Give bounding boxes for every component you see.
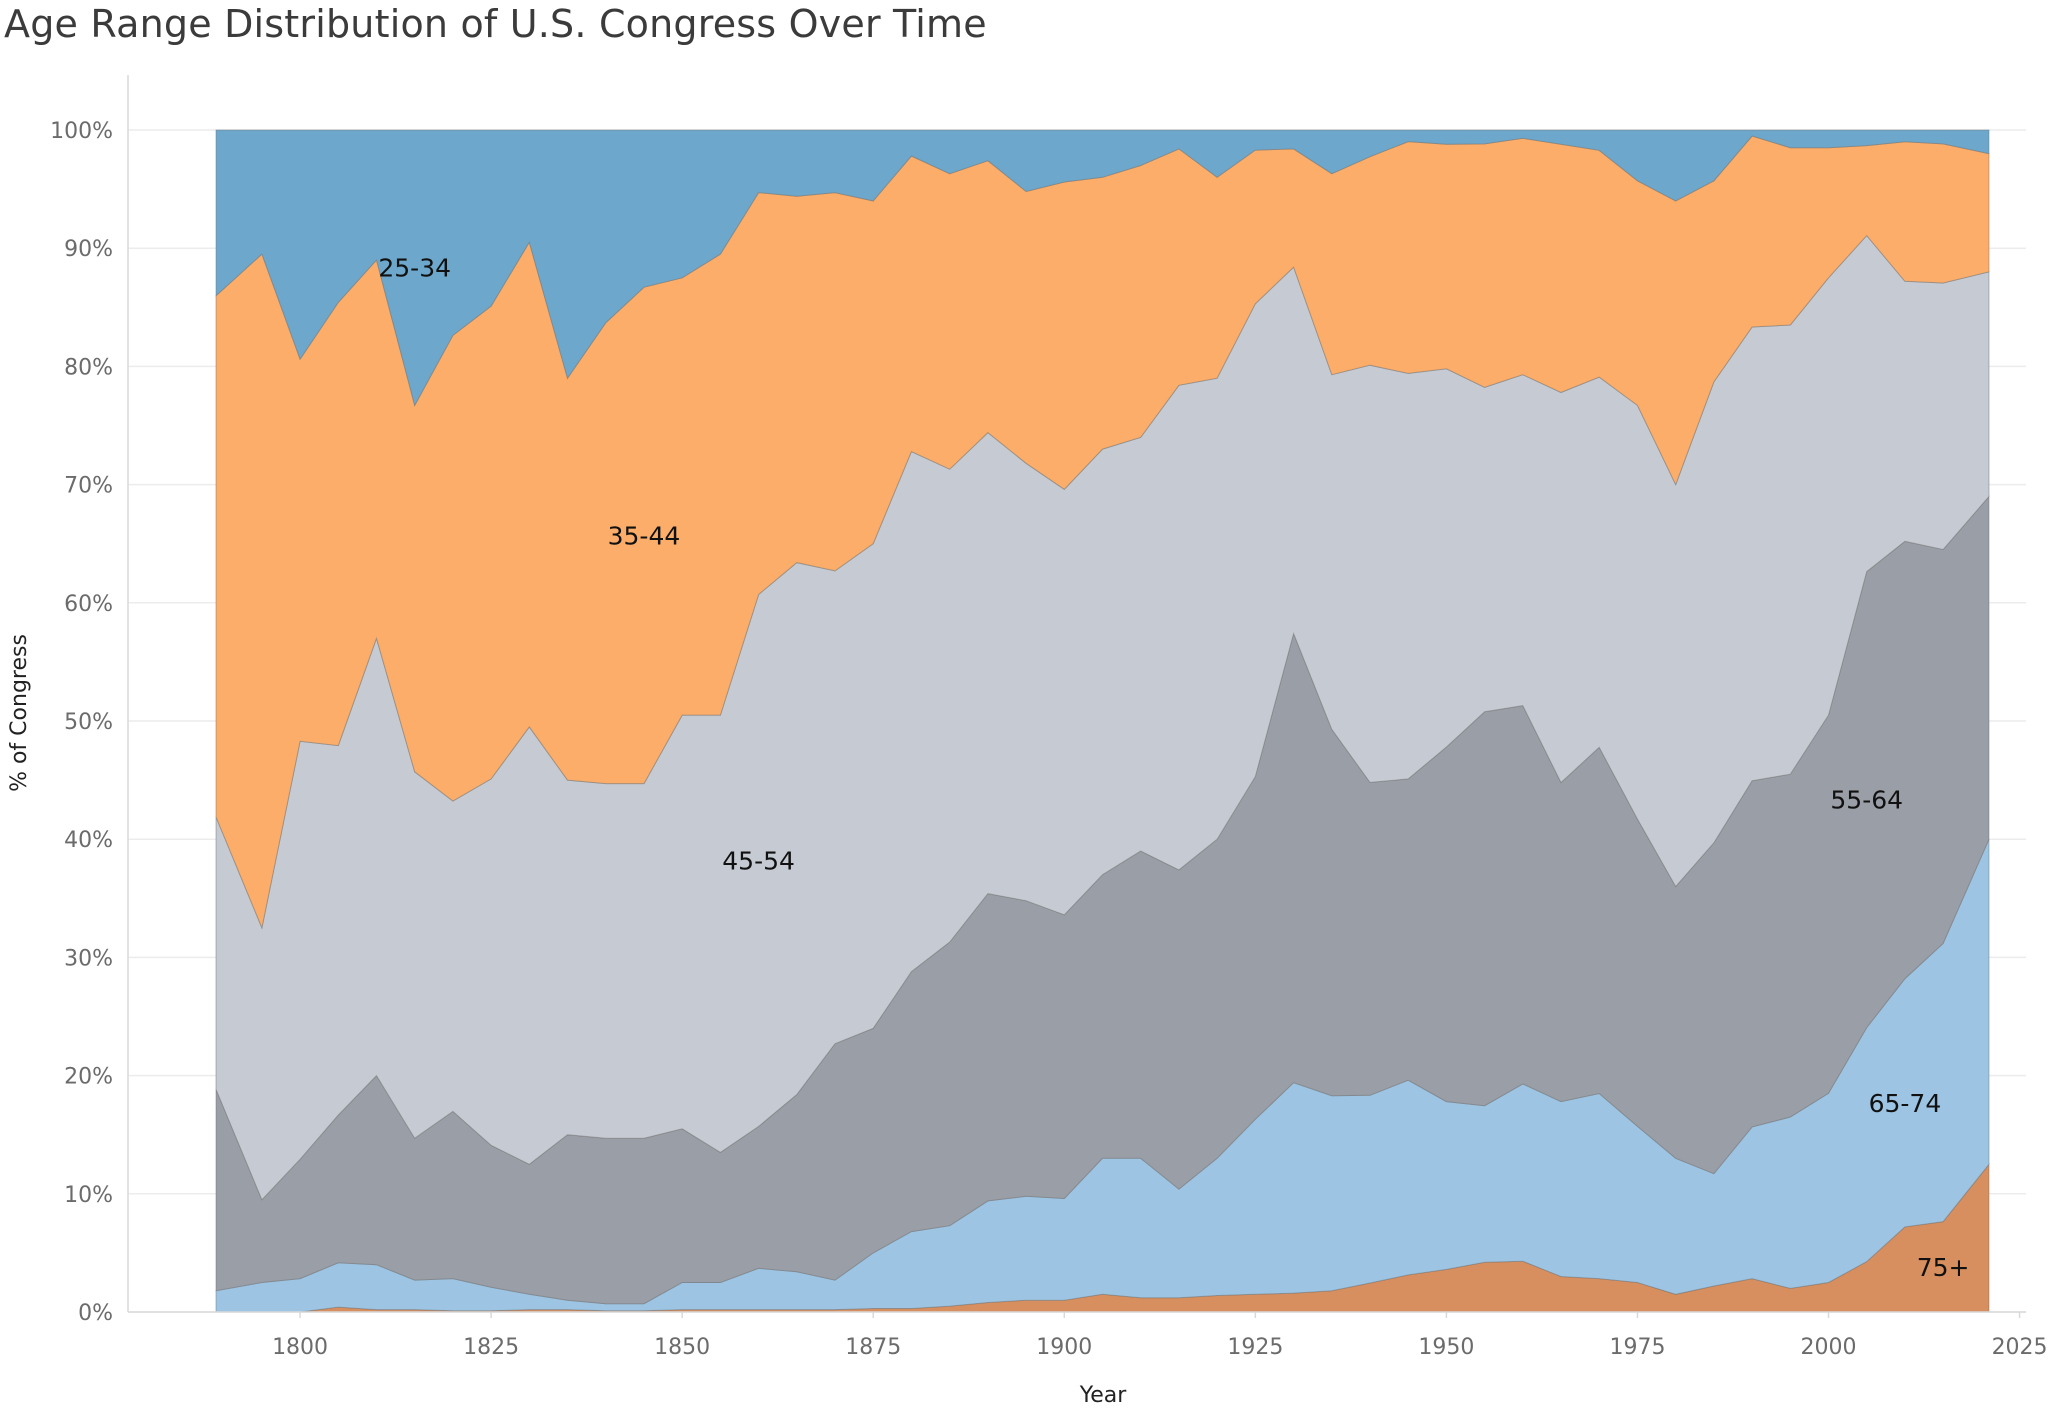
x-tick-label: 2025 (1992, 1335, 2048, 1360)
series-label: 35-44 (608, 521, 681, 550)
y-tick-label: 90% (64, 237, 113, 262)
x-tick-label: 1800 (272, 1335, 328, 1360)
y-tick-label: 10% (64, 1183, 113, 1208)
y-tick-label: 100% (50, 119, 113, 144)
series-label: 75+ (1917, 1253, 1970, 1282)
series-label: 25-34 (378, 254, 451, 283)
area-series-45-54 (215, 234, 1990, 1201)
area-series-65-74 (215, 838, 1990, 1313)
axes (127, 75, 2026, 1313)
x-tick-label: 1825 (463, 1335, 519, 1360)
x-tick-label: 1850 (654, 1335, 710, 1360)
x-tick-label: 1900 (1036, 1335, 1092, 1360)
x-tick-labels: 1800 1825 1850 1875 1900 1925 1950 1975 2000 2025 (272, 1312, 2048, 1360)
y-tick-label: 20% (64, 1065, 113, 1090)
y-tick-label: 30% (64, 946, 113, 971)
x-axis-title: Year (1079, 1383, 1128, 1408)
series-label: 55-64 (1830, 786, 1903, 815)
y-tick-label: 70% (64, 474, 113, 499)
x-tick-label: 1925 (1227, 1335, 1283, 1360)
series-labels: 75+ 65-74 55-64 45-54 35-44 25-34 (378, 254, 1969, 1282)
x-tick-label: 1875 (845, 1335, 901, 1360)
y-tick-label: 40% (64, 828, 113, 853)
y-tick-labels: 0% 10% 20% 30% 40% 50% 60% 70% 80% 90% 100% (50, 119, 113, 1326)
y-tick-label: 60% (64, 592, 113, 617)
y-tick-label: 50% (64, 710, 113, 735)
y-tick-label: 80% (64, 355, 113, 380)
x-tick-label: 2000 (1801, 1335, 1857, 1360)
area-series-25-34 (215, 129, 1990, 407)
x-tick-label: 1975 (1609, 1335, 1665, 1360)
y-axis-title: % of Congress (7, 634, 32, 792)
y-tick-label: 0% (78, 1301, 113, 1326)
chart-title: Age Range Distribution of U.S. Congress … (4, 2, 987, 46)
series-label: 45-54 (722, 846, 795, 875)
x-tick-label: 1950 (1418, 1335, 1474, 1360)
area-series (215, 129, 1990, 1313)
series-label: 65-74 (1869, 1089, 1942, 1118)
